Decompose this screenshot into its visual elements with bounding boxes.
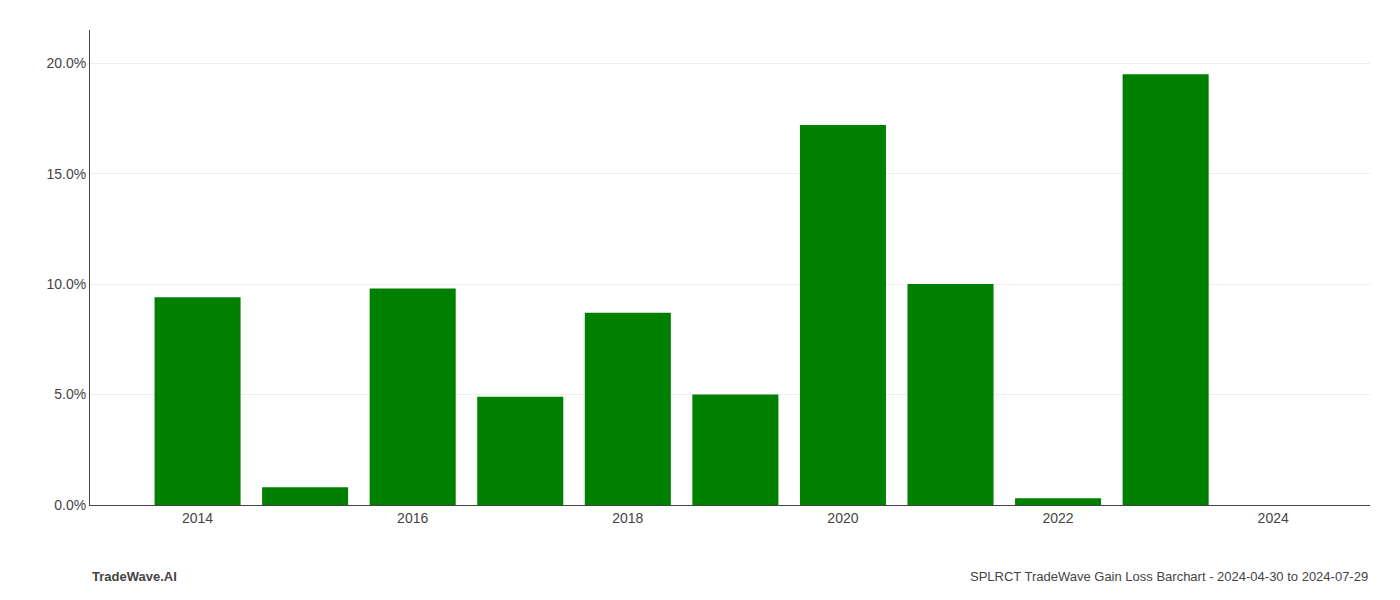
svg-text:2016: 2016	[397, 510, 428, 526]
svg-text:2014: 2014	[182, 510, 213, 526]
svg-text:SPLRCT TradeWave Gain Loss Bar: SPLRCT TradeWave Gain Loss Barchart - 20…	[970, 569, 1368, 584]
svg-text:0.0%: 0.0%	[54, 497, 86, 513]
svg-text:2024: 2024	[1258, 510, 1289, 526]
svg-text:5.0%: 5.0%	[54, 386, 86, 402]
svg-text:10.0%: 10.0%	[46, 276, 86, 292]
svg-text:2020: 2020	[827, 510, 858, 526]
svg-text:2022: 2022	[1042, 510, 1073, 526]
svg-text:2018: 2018	[612, 510, 643, 526]
svg-text:TradeWave.AI: TradeWave.AI	[92, 569, 177, 584]
svg-text:15.0%: 15.0%	[46, 166, 86, 182]
svg-text:20.0%: 20.0%	[46, 55, 86, 71]
